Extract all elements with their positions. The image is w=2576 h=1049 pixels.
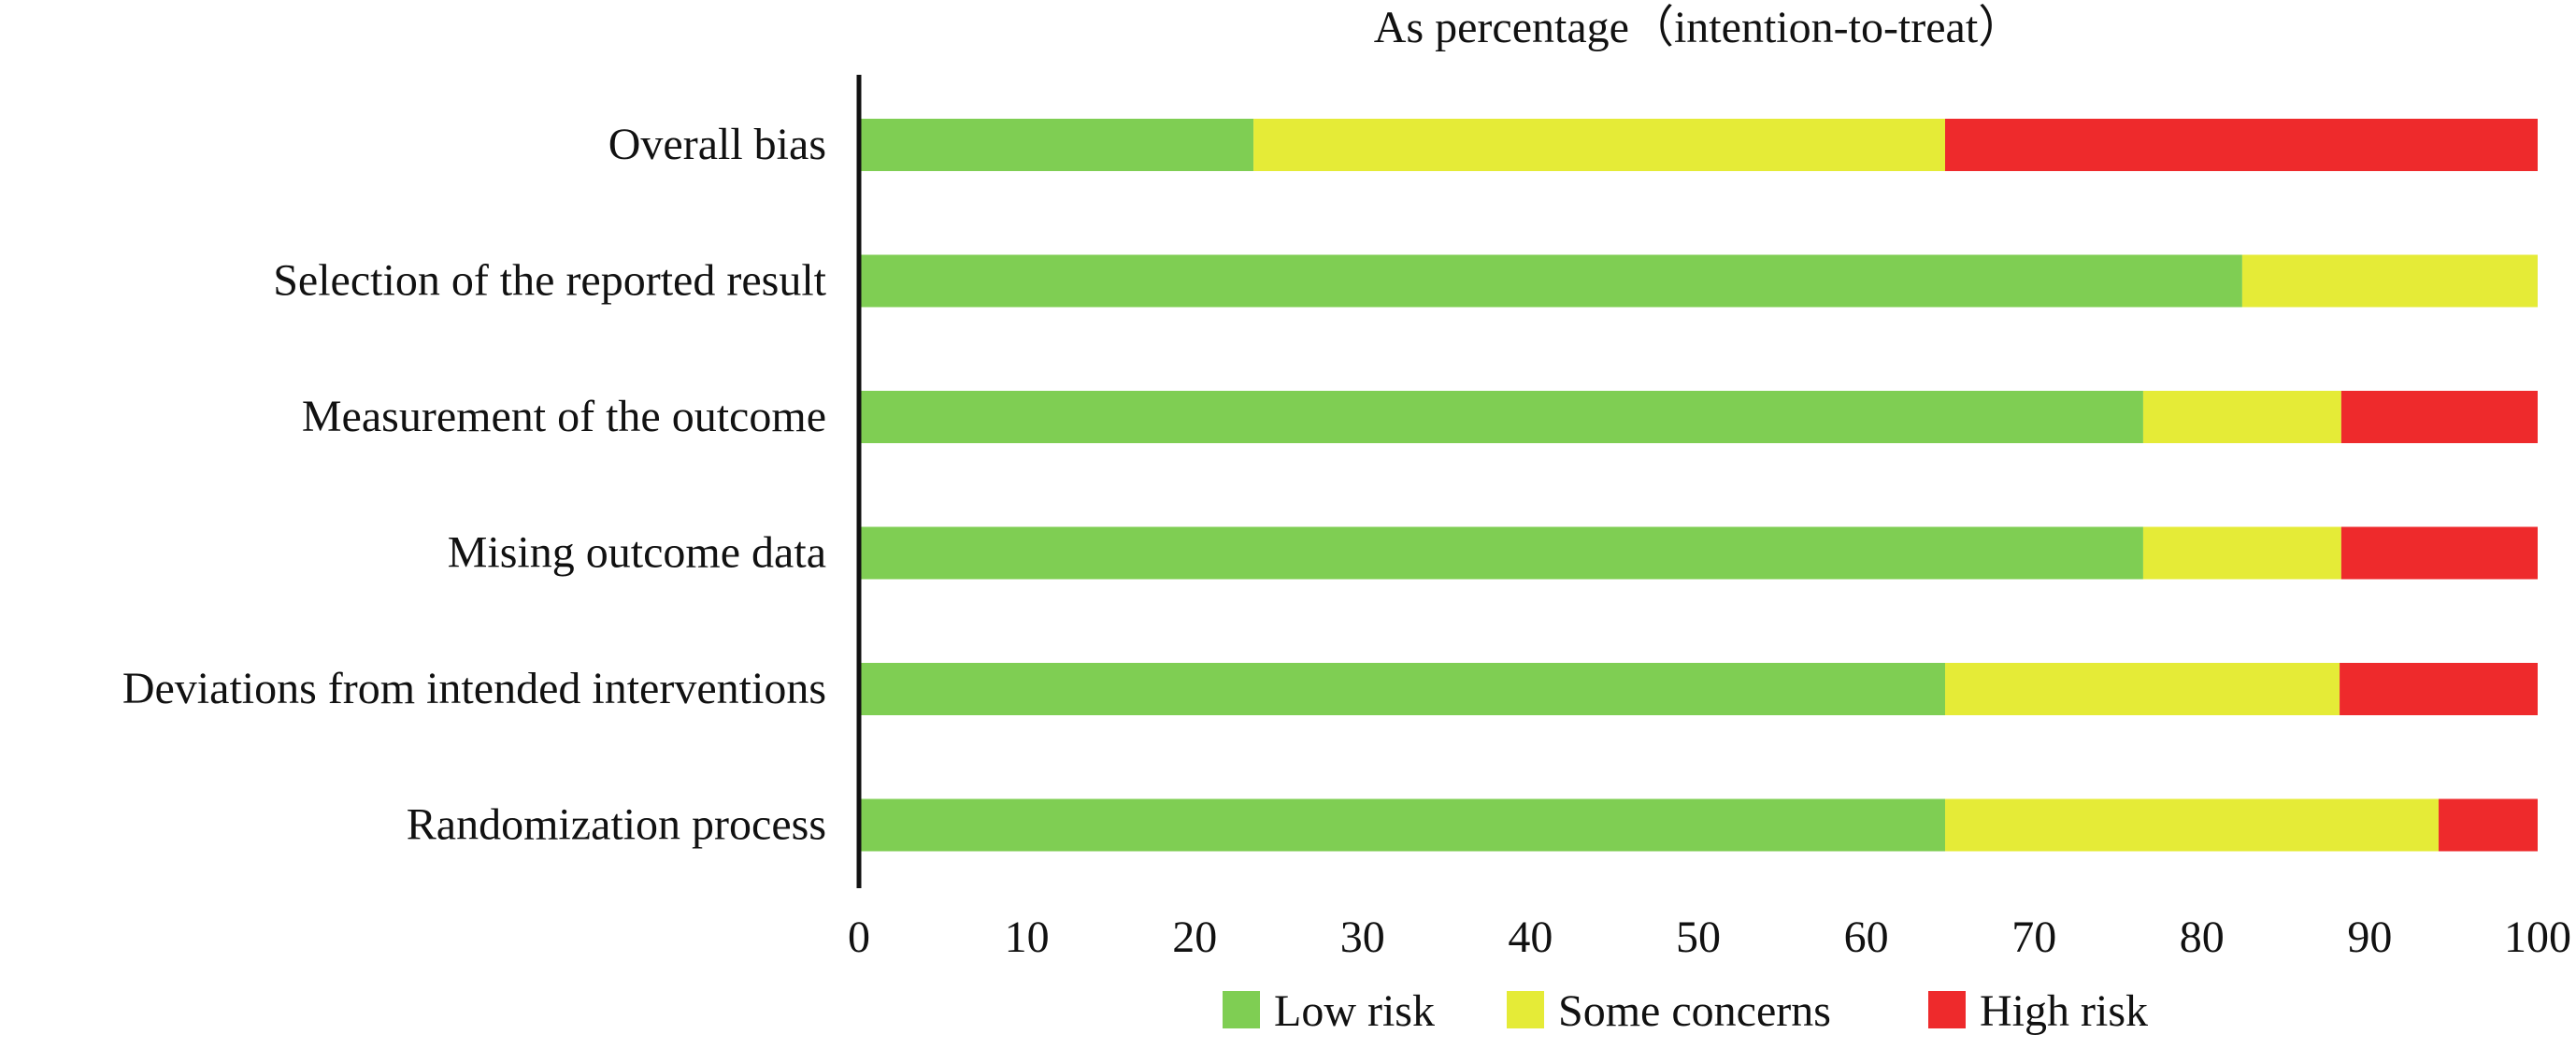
- bar-segment-some-concerns-3: [2142, 526, 2341, 580]
- category-label-3: Mising outcome data: [448, 528, 826, 578]
- bar-segment-low-risk-2: [859, 391, 2143, 443]
- category-label-4: Deviations from intended interventions: [122, 664, 826, 713]
- legend-swatch-low-risk: [1223, 991, 1260, 1028]
- bar-segment-some-concerns-2: [2142, 391, 2341, 443]
- bar-segment-high-risk-2: [2340, 391, 2538, 443]
- legend-label-high-risk: High risk: [1980, 986, 2148, 1036]
- bar-segment-some-concerns-1: [2241, 254, 2538, 308]
- category-label-0: Overall bias: [608, 120, 826, 169]
- bar-segment-high-risk-5: [2439, 798, 2538, 852]
- bar-segment-high-risk-0: [1945, 119, 2538, 171]
- x-tick-label-8: 80: [2180, 912, 2225, 962]
- legend-swatch-some-concerns: [1507, 991, 1544, 1028]
- bar-segment-low-risk-0: [859, 119, 1254, 171]
- x-tick-label-7: 70: [2011, 912, 2056, 962]
- bar-segment-low-risk-5: [859, 798, 1946, 852]
- legend-swatch-high-risk: [1928, 991, 1966, 1028]
- bar-segment-some-concerns-4: [1945, 663, 2340, 715]
- x-tick-label-4: 40: [1508, 912, 1553, 962]
- x-tick-label-10: 100: [2504, 912, 2571, 962]
- x-tick-label-2: 20: [1172, 912, 1217, 962]
- legend-label-some-concerns: Some concerns: [1558, 986, 1831, 1036]
- bar-segment-some-concerns-5: [1945, 798, 2440, 852]
- category-labels: Overall bias Selection of the reported re…: [122, 120, 827, 850]
- x-tick-label-3: 30: [1340, 912, 1385, 962]
- x-tick-label-0: 0: [848, 912, 870, 962]
- x-tick-label-6: 60: [1844, 912, 1889, 962]
- x-axis-ticks: 0 10 20 30 40 50 60 70 80 90 100: [848, 912, 2571, 962]
- bars-group: [859, 119, 2538, 852]
- legend-label-low-risk: Low risk: [1274, 986, 1435, 1036]
- bar-segment-some-concerns-0: [1253, 119, 1946, 171]
- x-tick-label-1: 10: [1005, 912, 1050, 962]
- bar-segment-low-risk-1: [859, 254, 2242, 308]
- bar-segment-high-risk-3: [2340, 526, 2538, 580]
- x-tick-label-9: 90: [2347, 912, 2392, 962]
- legend: Low risk Some concerns High risk: [1223, 986, 2148, 1036]
- bar-segment-high-risk-4: [2340, 663, 2538, 715]
- category-label-2: Measurement of the outcome: [302, 392, 826, 441]
- bar-segment-low-risk-3: [859, 526, 2143, 580]
- category-label-5: Randomization process: [407, 800, 826, 850]
- bar-segment-low-risk-4: [859, 663, 1946, 715]
- x-tick-label-5: 50: [1676, 912, 1721, 962]
- chart-title: As percentage（intention-to-treat）: [1374, 3, 2023, 52]
- category-label-1: Selection of the reported result: [273, 256, 826, 306]
